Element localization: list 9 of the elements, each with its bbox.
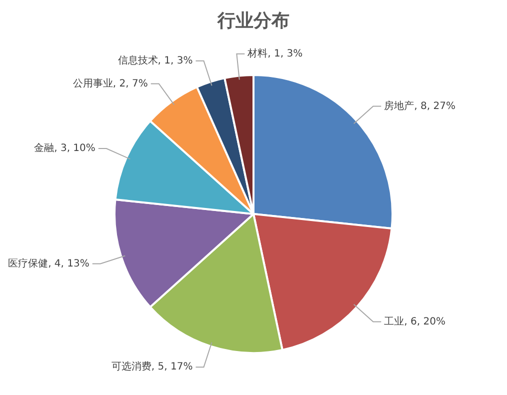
slice-label: 工业, 6, 20% [384, 315, 446, 328]
slice-label: 医疗保健, 4, 13% [8, 257, 90, 270]
slice-label: 公用事业, 2, 7% [72, 77, 148, 90]
slice-label: 材料, 1, 3% [246, 47, 303, 60]
slice-label: 可选消费, 5, 17% [111, 360, 193, 373]
slice-label: 房地产, 8, 27% [384, 100, 456, 112]
chart-title: 行业分布 [216, 10, 290, 32]
slice-label: 金融, 3, 10% [34, 142, 96, 154]
slice-label: 信息技术, 1, 3% [118, 54, 193, 66]
